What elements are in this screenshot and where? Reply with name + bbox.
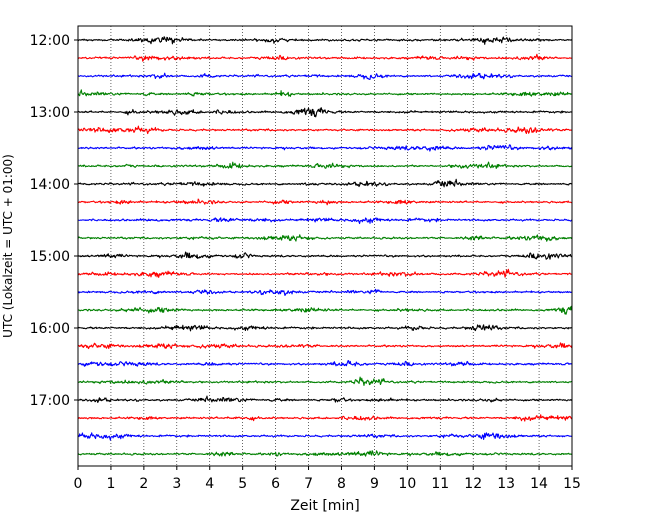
y-tick-label: 16:00 <box>30 321 70 337</box>
trace-line <box>77 125 573 135</box>
x-tick-label: 6 <box>271 476 280 492</box>
y-tick-label: 15:00 <box>30 249 70 265</box>
x-tick-label: 4 <box>205 476 214 492</box>
trace-line <box>77 107 573 118</box>
trace-line <box>77 89 573 97</box>
trace-line <box>77 217 573 225</box>
trace-line <box>77 376 573 386</box>
x-axis-ticks: 0 1 2 3 4 5 6 7 8 9 10 11 12 13 14 15 <box>74 466 581 492</box>
trace-line <box>77 198 573 206</box>
trace-line <box>77 144 573 152</box>
trace-line <box>77 251 573 260</box>
trace-line <box>77 342 573 350</box>
x-tick-label: 15 <box>563 476 581 492</box>
trace-lines <box>77 36 573 457</box>
grid-lines <box>110 26 540 466</box>
y-tick-label: 12:00 <box>30 33 70 49</box>
x-tick-label: 10 <box>398 476 416 492</box>
x-tick-label: 1 <box>106 476 115 492</box>
x-tick-label: 3 <box>172 476 181 492</box>
x-tick-label: 5 <box>238 476 247 492</box>
x-tick-label: 7 <box>304 476 313 492</box>
y-axis-ticks: 12:00 13:00 14:00 15:00 16:00 17:00 <box>30 33 78 409</box>
trace-line <box>77 161 573 169</box>
x-tick-label: 2 <box>139 476 148 492</box>
trace-line <box>77 53 573 62</box>
y-axis-label: UTC (Lokalzeit = UTC + 01:00) <box>1 154 15 338</box>
x-tick-label: 11 <box>431 476 449 492</box>
x-tick-label: 13 <box>497 476 515 492</box>
trace-line <box>77 305 573 315</box>
trace-line <box>77 288 573 296</box>
x-tick-label: 9 <box>370 476 379 492</box>
trace-line <box>77 234 573 242</box>
trace-line <box>77 360 573 367</box>
trace-line <box>77 36 573 45</box>
trace-line <box>77 432 573 441</box>
trace-line <box>77 178 573 188</box>
x-tick-label: 14 <box>530 476 548 492</box>
trace-line <box>77 450 573 457</box>
y-tick-label: 13:00 <box>30 105 70 121</box>
x-axis-label: Zeit [min] <box>290 498 359 514</box>
trace-line <box>77 395 573 403</box>
x-tick-label: 12 <box>464 476 482 492</box>
trace-line <box>77 72 573 81</box>
x-tick-label: 8 <box>337 476 346 492</box>
trace-line <box>77 268 573 278</box>
y-tick-label: 14:00 <box>30 177 70 193</box>
y-tick-label: 17:00 <box>30 393 70 409</box>
x-tick-label: 0 <box>74 476 83 492</box>
plot-frame <box>77 25 573 467</box>
trace-line <box>77 324 573 332</box>
trace-line <box>77 414 573 422</box>
